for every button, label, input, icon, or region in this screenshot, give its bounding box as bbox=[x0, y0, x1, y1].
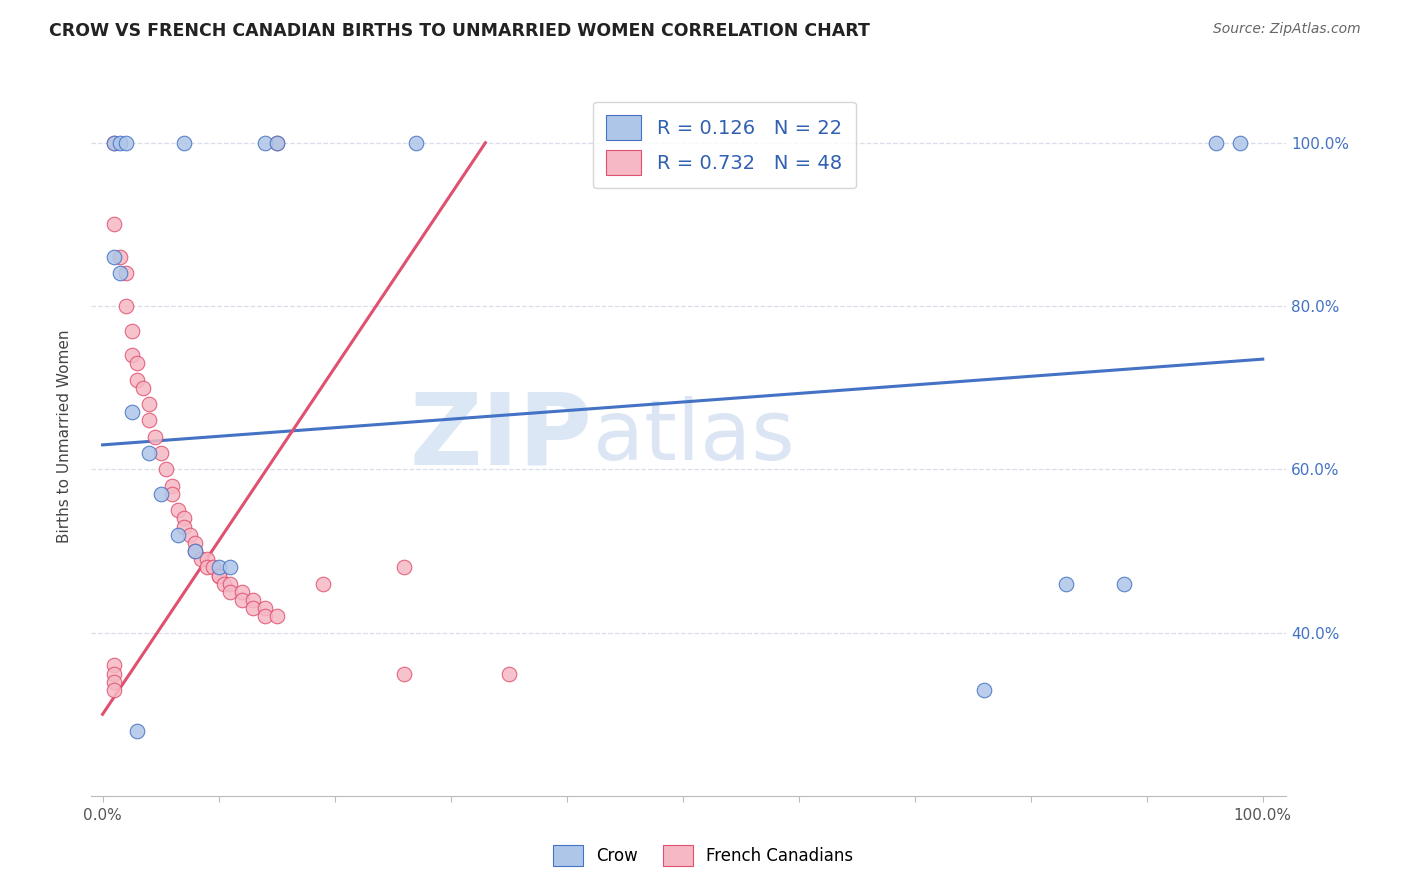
Point bbox=[167, 503, 190, 517]
Point bbox=[1205, 136, 1227, 150]
Text: ZIP: ZIP bbox=[411, 388, 593, 485]
Point bbox=[138, 397, 160, 411]
Point bbox=[121, 324, 143, 338]
Point bbox=[179, 527, 201, 541]
Point bbox=[184, 544, 207, 558]
Point bbox=[219, 560, 242, 574]
Point bbox=[1054, 576, 1077, 591]
Point bbox=[253, 601, 276, 615]
Point bbox=[103, 658, 125, 673]
Point bbox=[103, 682, 125, 697]
Point bbox=[214, 576, 236, 591]
Point bbox=[160, 487, 183, 501]
Text: CROW VS FRENCH CANADIAN BIRTHS TO UNMARRIED WOMEN CORRELATION CHART: CROW VS FRENCH CANADIAN BIRTHS TO UNMARR… bbox=[49, 22, 870, 40]
Point bbox=[195, 560, 218, 574]
Point bbox=[392, 560, 415, 574]
Point bbox=[207, 568, 229, 582]
Point bbox=[207, 560, 229, 574]
Point bbox=[108, 136, 131, 150]
Point bbox=[121, 348, 143, 362]
Point bbox=[253, 136, 276, 150]
Legend: Crow, French Canadians: Crow, French Canadians bbox=[544, 837, 862, 875]
Point bbox=[231, 593, 253, 607]
Point bbox=[207, 568, 229, 582]
Point bbox=[312, 576, 335, 591]
Point bbox=[167, 527, 190, 541]
Point bbox=[173, 519, 195, 533]
Point bbox=[1229, 136, 1251, 150]
Point bbox=[405, 136, 427, 150]
Point bbox=[138, 446, 160, 460]
Point bbox=[184, 536, 207, 550]
Point bbox=[219, 576, 242, 591]
Point bbox=[242, 593, 264, 607]
Point bbox=[103, 136, 125, 150]
Point bbox=[132, 381, 155, 395]
Point bbox=[143, 430, 166, 444]
Point bbox=[108, 250, 131, 264]
Point bbox=[219, 585, 242, 599]
Point bbox=[103, 218, 125, 232]
Point bbox=[103, 666, 125, 681]
Point bbox=[973, 682, 995, 697]
Point bbox=[201, 560, 224, 574]
Point bbox=[190, 552, 212, 566]
Point bbox=[231, 585, 253, 599]
Point bbox=[242, 601, 264, 615]
Point bbox=[184, 544, 207, 558]
Point bbox=[149, 446, 172, 460]
Point bbox=[108, 267, 131, 281]
Point bbox=[114, 136, 136, 150]
Text: Source: ZipAtlas.com: Source: ZipAtlas.com bbox=[1213, 22, 1361, 37]
Point bbox=[160, 479, 183, 493]
Point bbox=[138, 413, 160, 427]
Point bbox=[114, 299, 136, 313]
Point bbox=[103, 674, 125, 689]
Point bbox=[173, 136, 195, 150]
Y-axis label: Births to Unmarried Women: Births to Unmarried Women bbox=[58, 330, 72, 543]
Point bbox=[103, 250, 125, 264]
Point bbox=[498, 666, 520, 681]
Point bbox=[103, 136, 125, 150]
Point bbox=[253, 609, 276, 624]
Point bbox=[173, 511, 195, 525]
Point bbox=[266, 136, 288, 150]
Point bbox=[127, 373, 149, 387]
Point bbox=[392, 666, 415, 681]
Text: atlas: atlas bbox=[593, 396, 794, 477]
Point bbox=[266, 609, 288, 624]
Point bbox=[121, 405, 143, 419]
Point bbox=[1112, 576, 1135, 591]
Point bbox=[155, 462, 177, 476]
Point bbox=[127, 356, 149, 370]
Point bbox=[127, 723, 149, 738]
Point bbox=[114, 267, 136, 281]
Point bbox=[195, 552, 218, 566]
Point bbox=[266, 136, 288, 150]
Legend: R = 0.126   N = 22, R = 0.732   N = 48: R = 0.126 N = 22, R = 0.732 N = 48 bbox=[593, 102, 856, 188]
Point bbox=[149, 487, 172, 501]
